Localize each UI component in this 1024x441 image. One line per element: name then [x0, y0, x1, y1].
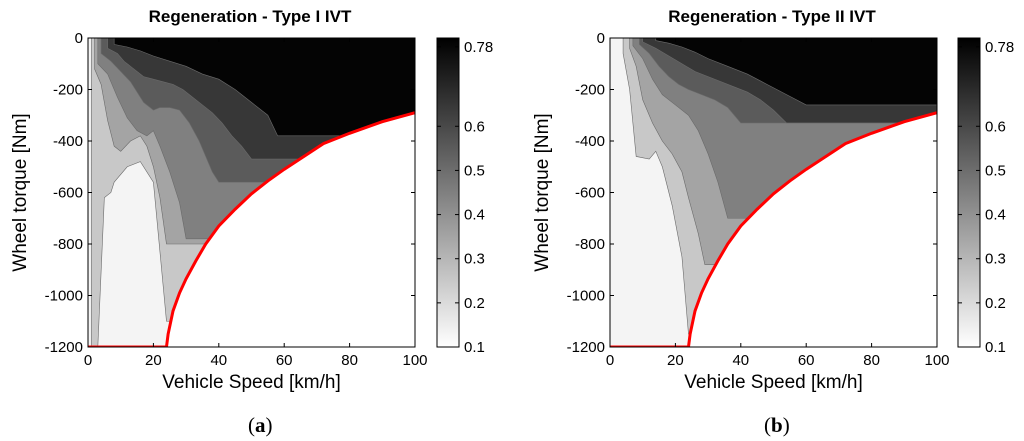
chart-1-colorbar-tick-label-0: 0.1: [985, 339, 1006, 356]
chart-0-y-tick-label-5: -1000: [45, 288, 83, 305]
chart-0-y-axis-label: Wheel torque [Nm]: [10, 113, 31, 271]
chart-0-y-tick-label-0: 0: [75, 30, 83, 47]
chart-1-y-tick-label-4: -800: [575, 236, 605, 253]
chart-1-y-tick-label-3: -600: [575, 185, 605, 202]
chart-0-colorbar-tick-label-2: 0.3: [464, 251, 485, 268]
chart-0-x-tick-label-2: 40: [210, 352, 227, 369]
chart-1-colorbar-tick-label-5: 0.6: [985, 118, 1006, 135]
chart-1-max-torque-curve: [610, 111, 937, 347]
panel-label-b: (b): [764, 413, 790, 437]
chart-0-colorbar-tick-label-5: 0.6: [464, 118, 485, 135]
chart-1-x-tick-label-1: 20: [667, 352, 684, 369]
chart-1-y-tick-label-2: -400: [575, 133, 605, 150]
chart-1-colorbar-tick-label-4: 0.5: [985, 162, 1006, 179]
chart-0-plot-area: [88, 38, 415, 347]
chart-0-colorbar-tick-label-0: 0.1: [464, 339, 485, 356]
chart-0-x-tick-label-0: 0: [84, 352, 92, 369]
chart-0-y-tick-label-6: -1200: [45, 339, 83, 356]
chart-0-x-axis-label: Vehicle Speed [km/h]: [162, 372, 341, 393]
panel-label-a: (a): [248, 413, 273, 437]
chart-1-x-tick-label-3: 60: [798, 352, 815, 369]
chart-1-x-tick-label-0: 0: [606, 352, 614, 369]
chart-1-colorbar-tick-label-3: 0.4: [985, 207, 1006, 224]
chart-1-colorbar-tick-label-1: 0.2: [985, 295, 1006, 312]
chart-0-title: Regeneration - Type I IVT: [149, 7, 352, 26]
chart-0-x-tick-label-3: 60: [276, 352, 293, 369]
chart-0-y-tick-label-3: -600: [53, 185, 83, 202]
chart-1-y-axis-label: Wheel torque [Nm]: [532, 113, 553, 271]
chart-1-x-axis-label: Vehicle Speed [km/h]: [684, 372, 863, 393]
chart-1-x-tick-label-4: 80: [863, 352, 880, 369]
chart-1-colorbar-tick-label-6: 0.78: [985, 39, 1014, 56]
chart-1-y-tick-label-1: -200: [575, 82, 605, 99]
chart-1-colorbar-tick-label-2: 0.3: [985, 251, 1006, 268]
chart-0-colorbar-tick-label-3: 0.4: [464, 207, 485, 224]
chart-1-plot-area: [610, 38, 937, 347]
chart-1-y-tick-label-5: -1000: [567, 288, 605, 305]
chart-1-title: Regeneration - Type II IVT: [668, 7, 876, 26]
chart-0-max-torque-curve: [88, 111, 415, 347]
chart-0-colorbar: [436, 37, 460, 348]
chart-1-efficiency-band-0_7: [655, 38, 937, 106]
chart-1-x-tick-label-5: 100: [924, 352, 949, 369]
chart-0-y-tick-label-2: -400: [53, 133, 83, 150]
chart-0-colorbar-tick-label-4: 0.5: [464, 162, 485, 179]
chart-0-x-tick-label-5: 100: [402, 352, 427, 369]
chart-0-x-tick-label-1: 20: [145, 352, 162, 369]
chart-1-y-tick-label-6: -1200: [567, 339, 605, 356]
chart-0-y-tick-label-1: -200: [53, 82, 83, 99]
chart-0-x-tick-label-4: 80: [341, 352, 358, 369]
chart-1-y-tick-label-0: 0: [597, 30, 605, 47]
chart-0-y-tick-label-4: -800: [53, 236, 83, 253]
chart-1-colorbar: [957, 37, 981, 348]
chart-0-colorbar-tick-label-1: 0.2: [464, 295, 485, 312]
chart-0-colorbar-tick-label-6: 0.78: [464, 39, 493, 56]
chart-1-x-tick-label-2: 40: [732, 352, 749, 369]
